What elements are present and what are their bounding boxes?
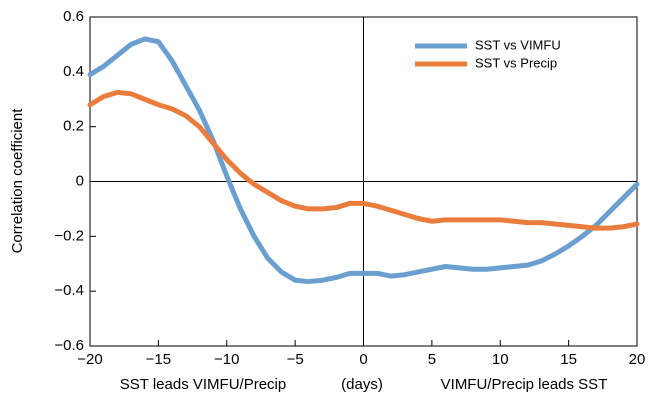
- x-tick-label: −10: [214, 351, 239, 368]
- y-tick-label: 0.6: [63, 8, 84, 25]
- y-tick-label: 0.2: [63, 118, 84, 135]
- x-tick-label: −5: [287, 351, 304, 368]
- x-tick-label: 20: [629, 351, 646, 368]
- x-tick-label: 5: [428, 351, 436, 368]
- x-tick-label: 10: [492, 351, 509, 368]
- x-tick-label: 15: [560, 351, 577, 368]
- y-tick-label: −0.4: [54, 282, 84, 299]
- y-tick-label: 0.4: [63, 63, 84, 80]
- x-axis-label: SST leads VIMFU/Precip: [120, 376, 286, 393]
- series-line: [87, 36, 640, 285]
- x-tick-label: −15: [146, 351, 171, 368]
- x-tick-label: −20: [77, 351, 102, 368]
- legend-text: SST vs Precip: [475, 55, 557, 70]
- series-line: [87, 89, 640, 231]
- legend-text: SST vs VIMFU: [475, 37, 561, 52]
- y-axis-label: Correlation coefficient: [9, 108, 26, 254]
- y-tick-label: 0: [76, 172, 84, 189]
- y-tick-label: −0.6: [54, 337, 84, 354]
- y-tick-label: −0.2: [54, 227, 84, 244]
- x-axis-label: (days): [341, 376, 383, 393]
- x-axis-label: VIMFU/Precip leads SST: [441, 376, 608, 393]
- x-tick-label: 0: [359, 351, 367, 368]
